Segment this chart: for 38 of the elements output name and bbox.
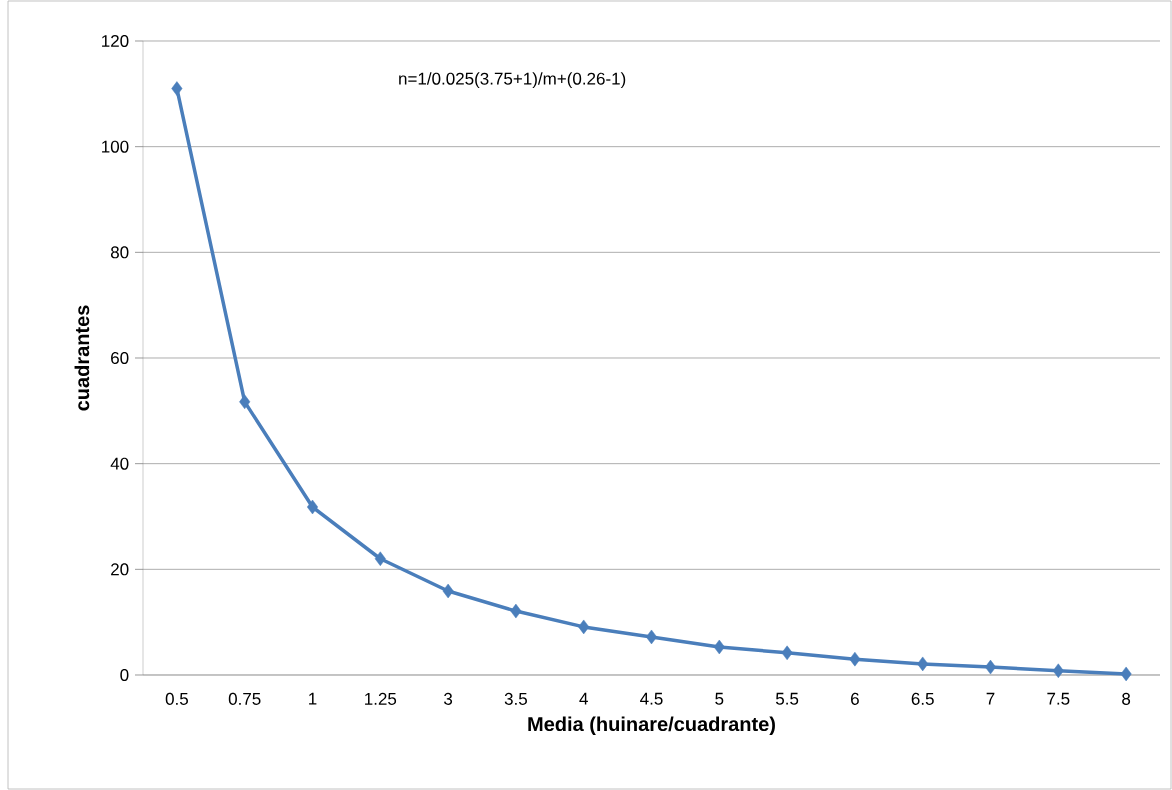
point xyxy=(781,645,793,661)
point xyxy=(1052,663,1064,679)
y-tick-label: 20 xyxy=(111,563,129,576)
y-tick-label: 60 xyxy=(111,351,129,365)
x-tick-label: 3 xyxy=(444,692,453,705)
x-tick-label: 7.5 xyxy=(1047,692,1070,705)
y-tick-label: 120 xyxy=(102,34,129,48)
x-tick-label: 8 xyxy=(1122,692,1131,705)
point xyxy=(442,583,454,599)
point xyxy=(578,619,590,635)
point xyxy=(510,603,522,619)
point xyxy=(713,639,725,655)
y-tick-label: 0 xyxy=(120,668,129,682)
point xyxy=(374,551,386,567)
x-tick-label: 4.5 xyxy=(640,692,663,705)
point xyxy=(849,651,861,667)
x-axis-title: Media (huinare/cuadrante) xyxy=(528,716,775,736)
point xyxy=(1120,666,1132,682)
y-tick-label: 100 xyxy=(102,140,129,153)
x-tick-label: 7 xyxy=(986,692,995,705)
x-tick-label: 0.75 xyxy=(228,692,261,705)
x-tick-label: 1 xyxy=(309,692,317,705)
point xyxy=(985,659,997,675)
point xyxy=(917,656,929,672)
x-tick-label: 1.25 xyxy=(365,692,397,705)
x-tick-label: 5.5 xyxy=(775,692,799,705)
x-tick-label: 6.5 xyxy=(911,692,934,705)
y-axis-title: cuadrantes xyxy=(74,305,90,411)
x-tick-label: 4 xyxy=(579,692,588,705)
annotation: n=1/0.025(3.75+1)/m+(0.26-1) xyxy=(399,72,626,89)
y-tick-label: 80 xyxy=(110,246,129,259)
point xyxy=(171,81,183,96)
x-tick-label: 3.5 xyxy=(504,692,527,705)
x-tick-label: 5 xyxy=(715,692,724,705)
x-tick-label: 0.5 xyxy=(165,692,188,705)
y-tick-label: 40 xyxy=(110,457,129,470)
x-tick-label: 6 xyxy=(851,692,859,705)
point xyxy=(239,394,251,410)
